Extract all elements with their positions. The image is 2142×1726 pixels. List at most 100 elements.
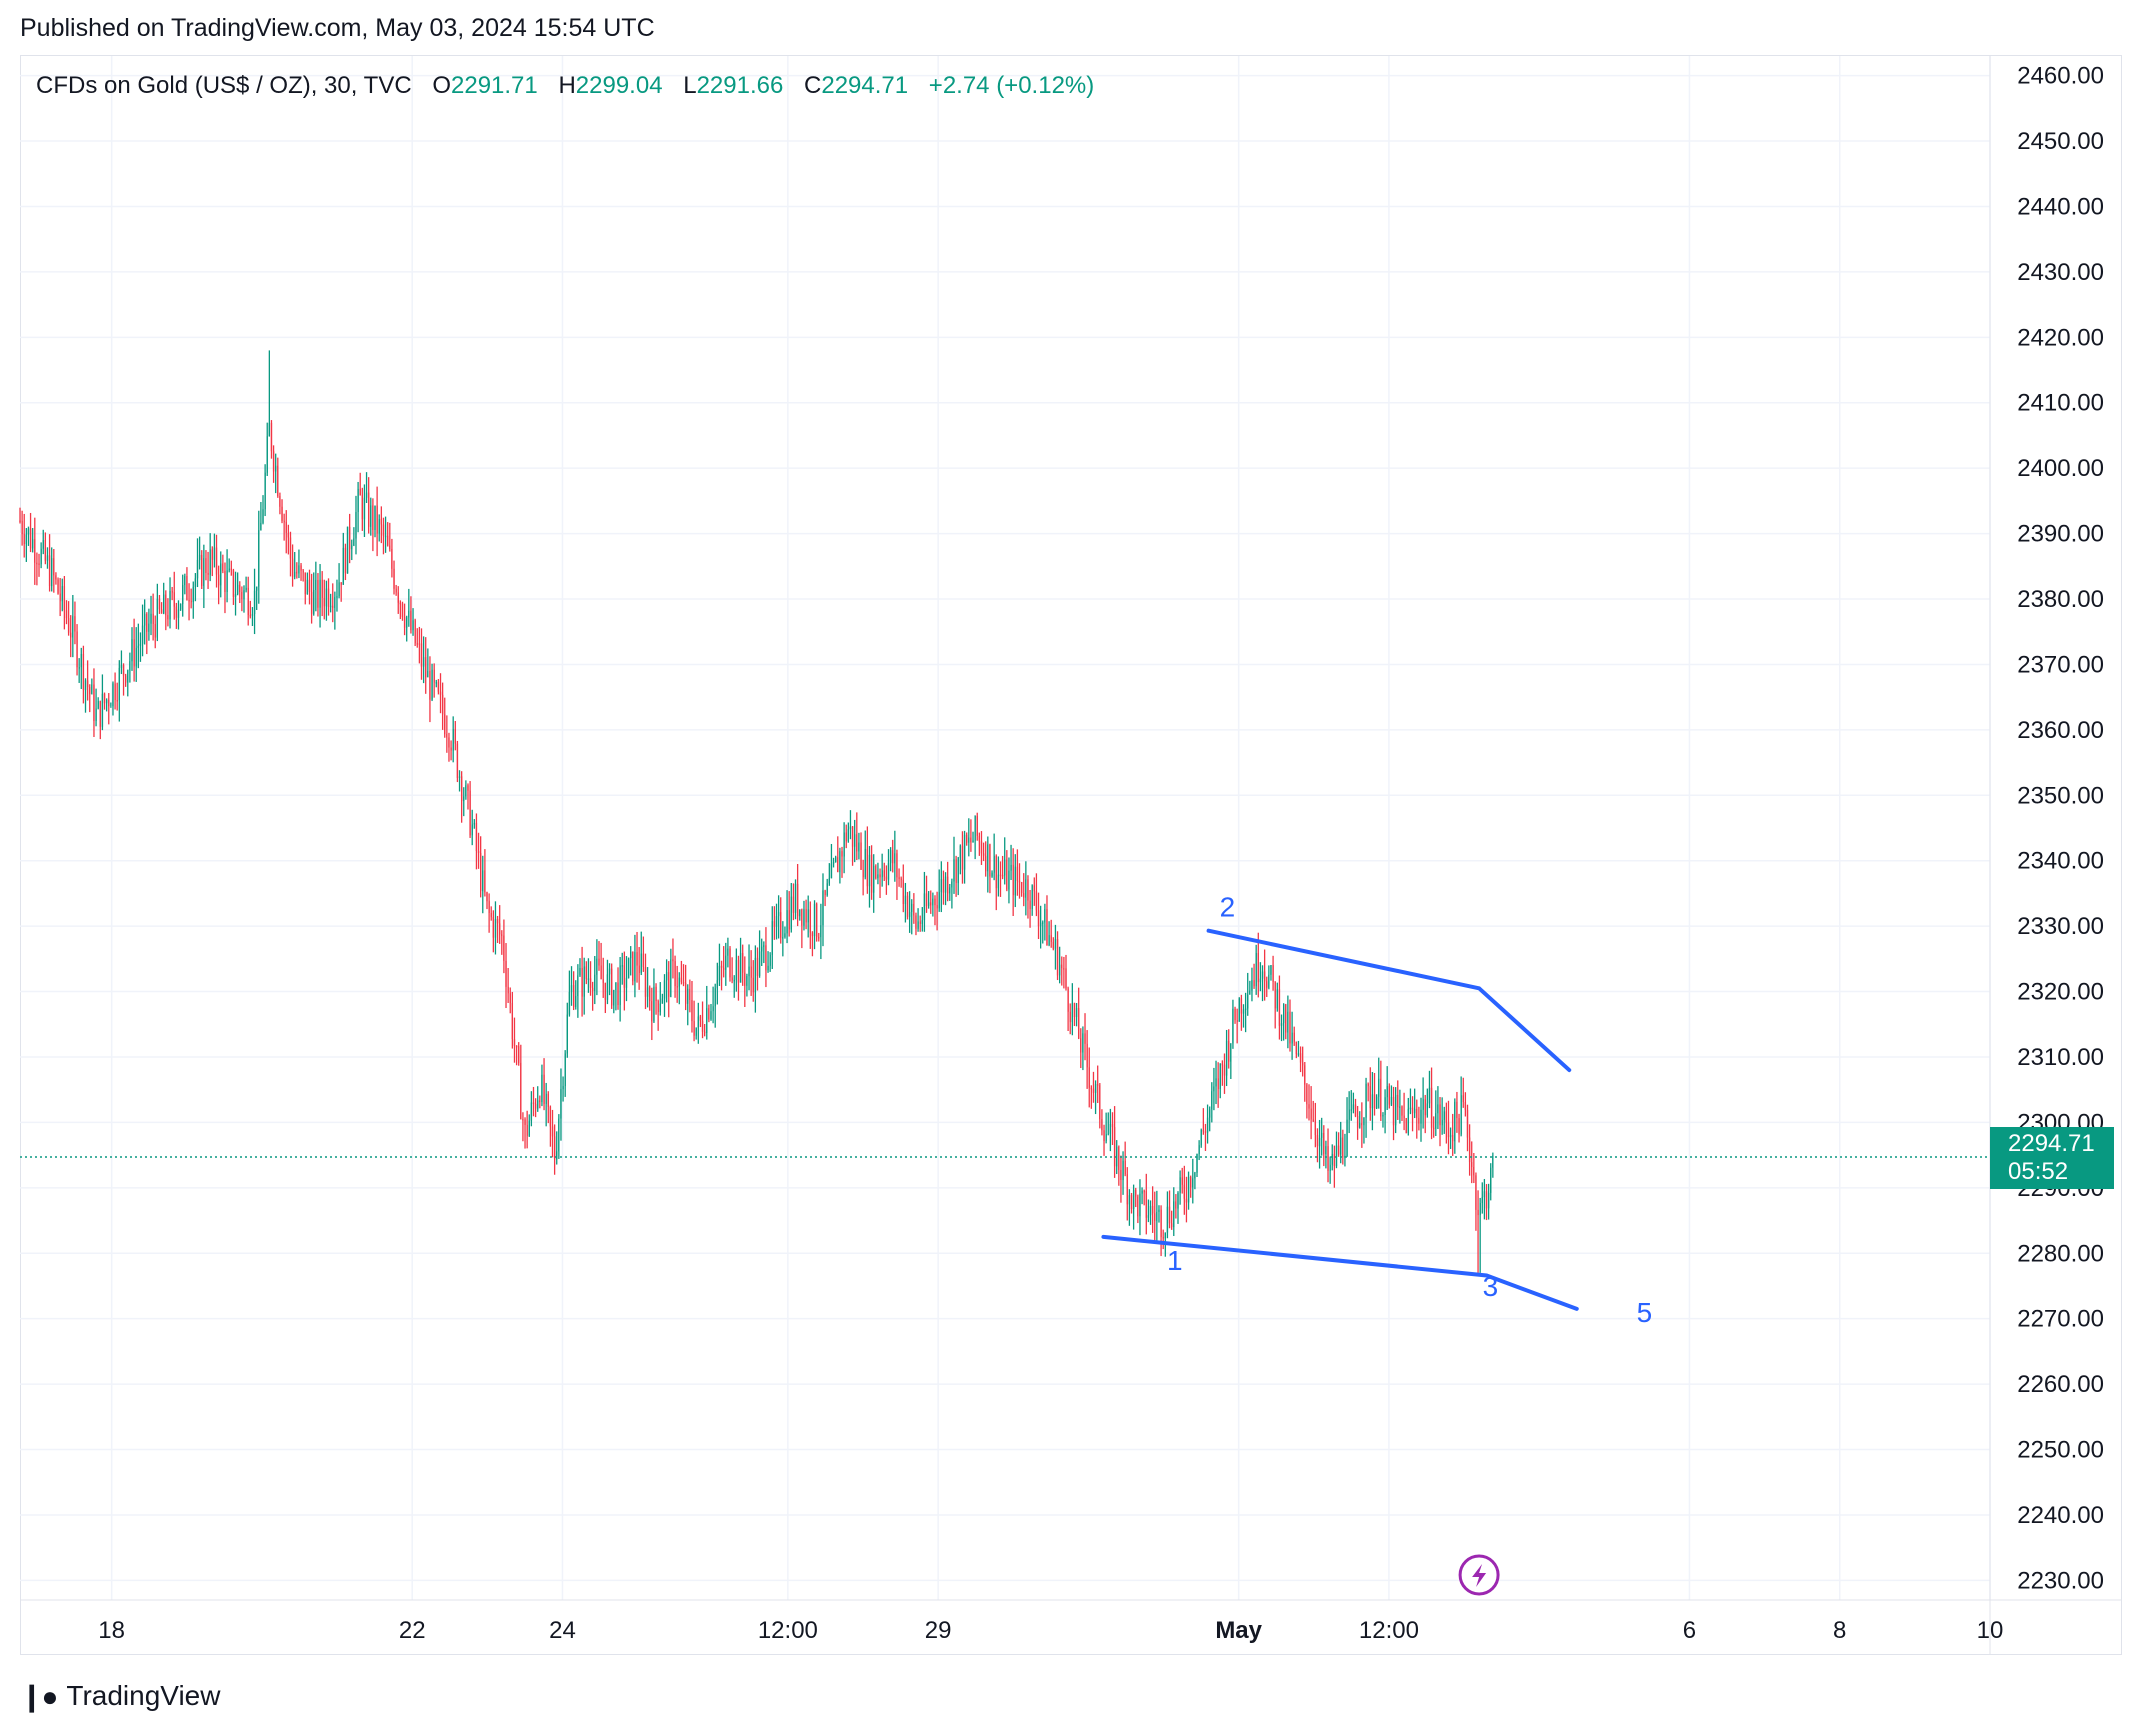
candle-body[interactable] [226,570,228,592]
candle-body[interactable] [710,1011,712,1020]
candle-body[interactable] [630,951,632,959]
candle-body[interactable] [133,639,135,667]
candle-body[interactable] [1126,1174,1128,1205]
candle-body[interactable] [1198,1145,1200,1155]
candle-body[interactable] [849,826,852,830]
candle-body[interactable] [1202,1130,1205,1132]
candle-body[interactable] [1310,1108,1312,1120]
candle-body[interactable] [1061,964,1063,969]
candle-body[interactable] [346,526,349,574]
candle-body[interactable] [480,853,482,892]
candle-body[interactable] [313,589,315,614]
candle-body[interactable] [513,1039,516,1046]
candle-body[interactable] [456,743,459,778]
candle-body[interactable] [29,528,32,549]
candle-body[interactable] [329,605,332,608]
candle-body[interactable] [1137,1196,1139,1217]
candle-body[interactable] [1266,981,1268,988]
candle-body[interactable] [915,915,917,929]
candle-body[interactable] [1422,1099,1424,1110]
candle-body[interactable] [955,859,957,884]
candle-body[interactable] [420,643,423,667]
candle-body[interactable] [51,558,53,587]
candle-body[interactable] [344,547,347,574]
candle-body[interactable] [761,946,763,952]
candle-body[interactable] [592,987,594,991]
candle-body[interactable] [927,902,930,907]
candle-body[interactable] [792,896,795,913]
candle-body[interactable] [1044,909,1046,923]
candle-body[interactable] [562,1086,564,1090]
candle-body[interactable] [1428,1087,1431,1104]
candle-body[interactable] [703,1031,706,1034]
candle-body[interactable] [733,979,735,982]
candle-body[interactable] [520,1062,522,1119]
candle-body[interactable] [1403,1115,1405,1119]
candle-body[interactable] [558,1118,560,1152]
candle-body[interactable] [1477,1209,1479,1216]
candle-body[interactable] [160,609,163,614]
candle-body[interactable] [1213,1086,1215,1092]
candle-body[interactable] [1335,1145,1338,1167]
candle-body[interactable] [989,844,991,877]
candle-body[interactable] [870,854,873,893]
candle-body[interactable] [587,978,590,980]
candle-body[interactable] [1386,1086,1388,1098]
candle-body[interactable] [441,694,444,715]
candle-body[interactable] [613,990,615,1006]
candle-body[interactable] [553,1136,556,1160]
candle-body[interactable] [725,955,727,970]
candle-body[interactable] [537,1100,539,1109]
candle-body[interactable] [858,842,860,852]
candle-body[interactable] [361,495,363,520]
candle-body[interactable] [427,670,429,678]
candle-body[interactable] [1099,1085,1101,1120]
candle-body[interactable] [1194,1172,1196,1179]
candle-body[interactable] [165,594,167,616]
candle-body[interactable] [746,976,748,986]
candle-body[interactable] [566,1014,568,1054]
candle-body[interactable] [913,903,915,916]
candle-body[interactable] [851,826,854,847]
candle-body[interactable] [756,957,759,976]
candle-body[interactable] [1454,1101,1456,1142]
candle-body[interactable] [323,597,325,607]
candle-body[interactable] [1242,1009,1245,1014]
candle-body[interactable] [982,853,985,856]
candle-body[interactable] [342,547,344,585]
candle-body[interactable] [412,620,414,631]
candle-body[interactable] [1084,1033,1086,1044]
candle-body[interactable] [1173,1201,1175,1228]
candle-body[interactable] [818,937,820,939]
candle-body[interactable] [1065,968,1067,989]
time-axis[interactable]: 18 22 24 12:00 29 May 12:00 6 8 10 [98,1617,2003,1644]
candle-body[interactable] [1371,1094,1374,1109]
candle-body[interactable] [862,869,864,878]
candle-body[interactable] [1280,1023,1283,1026]
candle-body[interactable] [194,578,197,587]
candle-body[interactable] [653,986,655,1022]
candle-body[interactable] [646,987,649,997]
candle-body[interactable] [1439,1104,1441,1126]
candle-body[interactable] [739,953,742,983]
candle-body[interactable] [1113,1127,1116,1167]
candle-body[interactable] [589,978,592,988]
candle-body[interactable] [727,948,729,956]
candle-body[interactable] [365,492,368,498]
candle-body[interactable] [374,505,376,530]
candle-body[interactable] [1316,1135,1319,1147]
candle-body[interactable] [813,903,816,937]
candle-body[interactable] [682,981,685,984]
candle-body[interactable] [1164,1232,1166,1239]
trendline[interactable] [1206,928,1572,1073]
candle-body[interactable] [919,921,921,924]
candle-body[interactable] [826,883,828,896]
candle-body[interactable] [1479,1203,1481,1216]
candle-body[interactable] [203,558,205,586]
candle-body[interactable] [1092,1088,1095,1093]
candle-body[interactable] [325,588,328,607]
candle-body[interactable] [661,998,664,1004]
candle-body[interactable] [1268,974,1270,988]
candle-body[interactable] [678,977,680,987]
candle-body[interactable] [1082,1033,1084,1053]
